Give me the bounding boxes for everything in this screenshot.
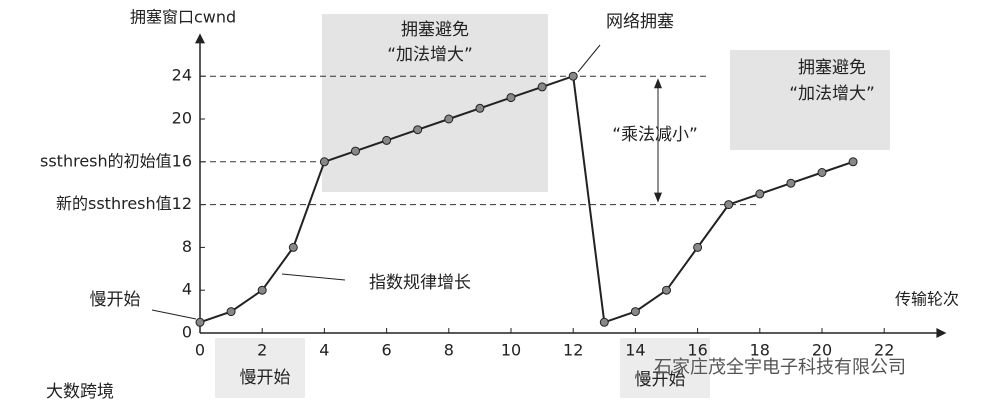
data-point: [786, 178, 796, 188]
data-point: [630, 307, 640, 317]
x-tick-label: 2: [257, 341, 267, 360]
x-tick-label: 0: [195, 341, 205, 360]
data-point: [319, 157, 329, 167]
x-tick-label: 14: [625, 341, 645, 360]
x-tick-label: 10: [501, 341, 521, 360]
data-point: [693, 242, 703, 252]
annotation: 拥塞避免: [401, 20, 469, 40]
x-axis-label: 传输轮次: [895, 290, 959, 309]
x-tick-label: 6: [382, 341, 392, 360]
data-point: [724, 200, 734, 210]
pointer: [281, 273, 346, 281]
shaded-region: [215, 338, 305, 398]
y-tick-label: 8: [182, 237, 192, 256]
annotation: 拥塞避免: [798, 58, 866, 78]
x-tick-label: 4: [319, 341, 329, 360]
shaded-region: [322, 14, 548, 192]
data-point: [506, 93, 516, 103]
data-point: [382, 135, 392, 145]
annotation: 慢开始: [90, 289, 141, 310]
x-tick-label: 12: [563, 341, 583, 360]
annotation: 指数规律增长: [369, 273, 471, 293]
pointer: [577, 44, 601, 73]
y-tick-label: 4: [182, 280, 192, 299]
data-point: [568, 71, 578, 81]
y-axis-label: 拥塞窗口cwnd: [130, 8, 236, 27]
annotation: 慢开始: [635, 369, 686, 390]
x-tick-label: 16: [687, 341, 707, 360]
data-point: [537, 82, 547, 92]
y-tick-label: 20: [172, 109, 192, 128]
y-tick-label: 0: [182, 323, 192, 342]
shaded-region: [620, 338, 710, 398]
annotation: 大数跨境: [46, 382, 114, 402]
x-tick-label: 18: [750, 341, 770, 360]
annotation: 网络拥塞: [606, 12, 674, 32]
data-point: [351, 146, 360, 156]
data-point: [257, 285, 267, 295]
pointer: [151, 309, 197, 320]
x-tick-label: 8: [444, 341, 454, 360]
data-point: [444, 114, 454, 124]
y-tick-label: ssthresh的初始值16: [40, 151, 192, 170]
data-point: [848, 157, 858, 167]
data-point: [195, 317, 205, 327]
y-tick-label: 新的ssthresh值12: [56, 194, 192, 213]
data-point: [413, 125, 423, 135]
x-tick-label: 20: [812, 341, 832, 360]
data-point: [599, 317, 609, 327]
annotation: “乘法减小”: [612, 125, 698, 145]
x-tick-label: 22: [874, 341, 894, 360]
arrow-head: [654, 192, 662, 203]
series-line: [199, 74, 854, 324]
arrow-head: [654, 78, 662, 89]
data-point: [755, 189, 765, 199]
data-point: [226, 307, 236, 317]
data-point: [475, 103, 485, 113]
shaded-region: [730, 50, 890, 150]
data-point: [662, 285, 671, 295]
annotation: 石家庄茂全宇电子科技有限公司: [654, 357, 906, 378]
annotation: “加法增大”: [789, 84, 875, 104]
annotation: 慢开始: [240, 367, 291, 388]
annotation: “加法增大”: [387, 45, 473, 65]
y-tick-label: 24: [172, 66, 192, 85]
data-point: [817, 168, 827, 177]
y-axis-arrow: [195, 33, 205, 44]
data-point: [288, 242, 298, 252]
x-axis-arrow: [936, 328, 947, 338]
